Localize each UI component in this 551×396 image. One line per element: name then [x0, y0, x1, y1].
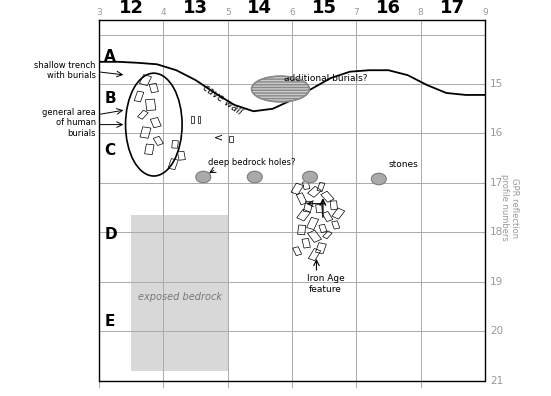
Bar [316, 204, 322, 213]
Circle shape [247, 171, 262, 183]
Text: 18: 18 [490, 227, 503, 237]
Text: 8: 8 [418, 8, 424, 17]
Bar [149, 83, 159, 93]
Bar [306, 217, 318, 230]
Text: 17: 17 [490, 178, 503, 188]
Text: GPR reflection
profile numbers: GPR reflection profile numbers [500, 174, 519, 241]
Bar [307, 230, 322, 242]
Bar [309, 249, 321, 261]
Text: B: B [104, 91, 116, 107]
Bar [332, 208, 345, 219]
Text: exposed bedrock: exposed bedrock [138, 291, 222, 302]
Bar [140, 127, 151, 138]
Circle shape [196, 171, 210, 183]
Bar [298, 225, 306, 235]
Bar [291, 183, 304, 194]
Bar [302, 181, 310, 189]
Text: <: < [213, 132, 223, 143]
Text: 21: 21 [490, 376, 503, 386]
Bar [144, 144, 154, 154]
Bar [172, 141, 179, 148]
Bar [138, 110, 148, 119]
Circle shape [302, 171, 317, 183]
Bar [139, 74, 152, 86]
Bar [316, 243, 326, 254]
Bar [323, 231, 332, 239]
Text: A: A [104, 50, 116, 65]
Text: 14: 14 [247, 0, 272, 17]
Bar [332, 221, 340, 229]
Bar [307, 187, 321, 197]
Text: 20: 20 [490, 326, 503, 336]
Bar [319, 224, 327, 232]
Text: 12: 12 [119, 0, 144, 17]
Circle shape [371, 173, 386, 185]
Text: cave wall: cave wall [201, 83, 244, 117]
Text: shallow trench
with burials: shallow trench with burials [35, 61, 96, 80]
Text: deep bedrock holes?: deep bedrock holes? [208, 158, 296, 167]
Bar [131, 215, 228, 371]
Bar [197, 116, 200, 123]
Bar [317, 182, 325, 191]
Text: additional burials?: additional burials? [284, 74, 367, 83]
Bar [321, 191, 334, 202]
Bar [297, 209, 310, 221]
Text: 9: 9 [482, 8, 488, 17]
Text: Iron Age
feature: Iron Age feature [306, 274, 344, 294]
Text: 16: 16 [376, 0, 401, 17]
Bar [304, 201, 313, 212]
Bar [134, 91, 144, 102]
Text: 4: 4 [161, 8, 166, 17]
Bar [296, 193, 307, 205]
Bar [168, 159, 178, 169]
Bar [302, 238, 310, 248]
Text: stones: stones [388, 160, 418, 169]
Bar [191, 116, 194, 123]
Text: 5: 5 [225, 8, 231, 17]
Text: 3: 3 [96, 8, 102, 17]
Text: D: D [104, 227, 117, 242]
Text: 6: 6 [289, 8, 295, 17]
Text: 15: 15 [490, 79, 503, 89]
Bar [177, 151, 185, 160]
Text: C: C [104, 143, 116, 158]
Text: 16: 16 [490, 128, 503, 139]
Bar [229, 137, 233, 143]
Text: 19: 19 [490, 277, 503, 287]
Bar [322, 211, 333, 222]
Bar [153, 136, 164, 146]
Text: 7: 7 [353, 8, 359, 17]
Text: 13: 13 [183, 0, 208, 17]
Bar [293, 247, 301, 256]
Ellipse shape [251, 76, 309, 102]
Text: E: E [104, 314, 115, 329]
Text: 15: 15 [312, 0, 337, 17]
Text: 17: 17 [440, 0, 465, 17]
Bar [145, 99, 156, 110]
Text: general area
of human
burials: general area of human burials [42, 108, 96, 137]
Bar [330, 201, 338, 209]
Bar [150, 118, 161, 128]
